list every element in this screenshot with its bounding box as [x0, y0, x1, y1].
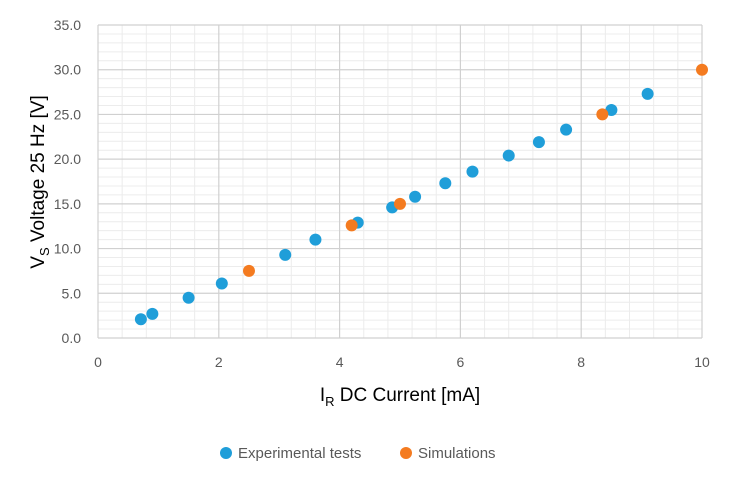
experimental-point	[215, 277, 228, 290]
y-tick-label: 30.0	[54, 62, 81, 78]
legend-label-simulations: Simulations	[418, 445, 496, 462]
simulation-point	[243, 264, 255, 277]
experimental-point	[409, 190, 422, 203]
x-axis-tick-labels: 0 2 4 6 8 10	[94, 354, 710, 370]
simulation-point	[394, 197, 406, 210]
minor-gridlines	[98, 25, 702, 338]
data-points	[134, 63, 708, 326]
experimental-point	[641, 87, 654, 100]
experimental-point	[279, 248, 292, 261]
experimental-point	[605, 103, 618, 116]
experimental-point	[439, 177, 452, 190]
y-axis-title: VS Voltage 25 Hz [V]	[28, 95, 52, 268]
x-tick-label: 6	[457, 354, 465, 370]
legend: Experimental tests Simulations	[220, 445, 496, 462]
y-tick-label: 35.0	[54, 17, 81, 33]
x-tick-label: 8	[577, 354, 585, 370]
y-tick-label: 0.0	[62, 330, 82, 346]
experimental-point	[502, 149, 515, 162]
x-tick-label: 4	[336, 354, 344, 370]
experimental-point	[466, 165, 479, 178]
y-tick-label: 20.0	[54, 151, 81, 167]
x-tick-label: 2	[215, 354, 223, 370]
y-tick-label: 15.0	[54, 196, 81, 212]
y-tick-label: 5.0	[62, 285, 82, 301]
y-tick-label: 10.0	[54, 241, 81, 257]
x-tick-label: 0	[94, 354, 102, 370]
experimental-point	[146, 307, 159, 320]
simulation-point	[345, 219, 358, 232]
experimental-point	[560, 123, 573, 136]
y-axis-tick-labels: 0.0 5.0 10.0 15.0 20.0 25.0 30.0 35.0	[54, 17, 81, 346]
legend-marker-simulations	[400, 447, 412, 459]
legend-label-experimental: Experimental tests	[238, 445, 361, 462]
y-tick-label: 25.0	[54, 106, 81, 122]
experimental-point	[532, 136, 545, 149]
experimental-point	[134, 313, 147, 326]
legend-marker-experimental	[220, 447, 232, 459]
experimental-point	[309, 233, 322, 246]
major-gridlines	[97, 24, 703, 339]
experimental-point	[182, 291, 195, 304]
simulation-point	[596, 108, 609, 121]
x-tick-label: 10	[694, 354, 710, 370]
x-axis-title: IR DC Current [mA]	[320, 385, 480, 409]
simulation-point	[696, 63, 708, 76]
